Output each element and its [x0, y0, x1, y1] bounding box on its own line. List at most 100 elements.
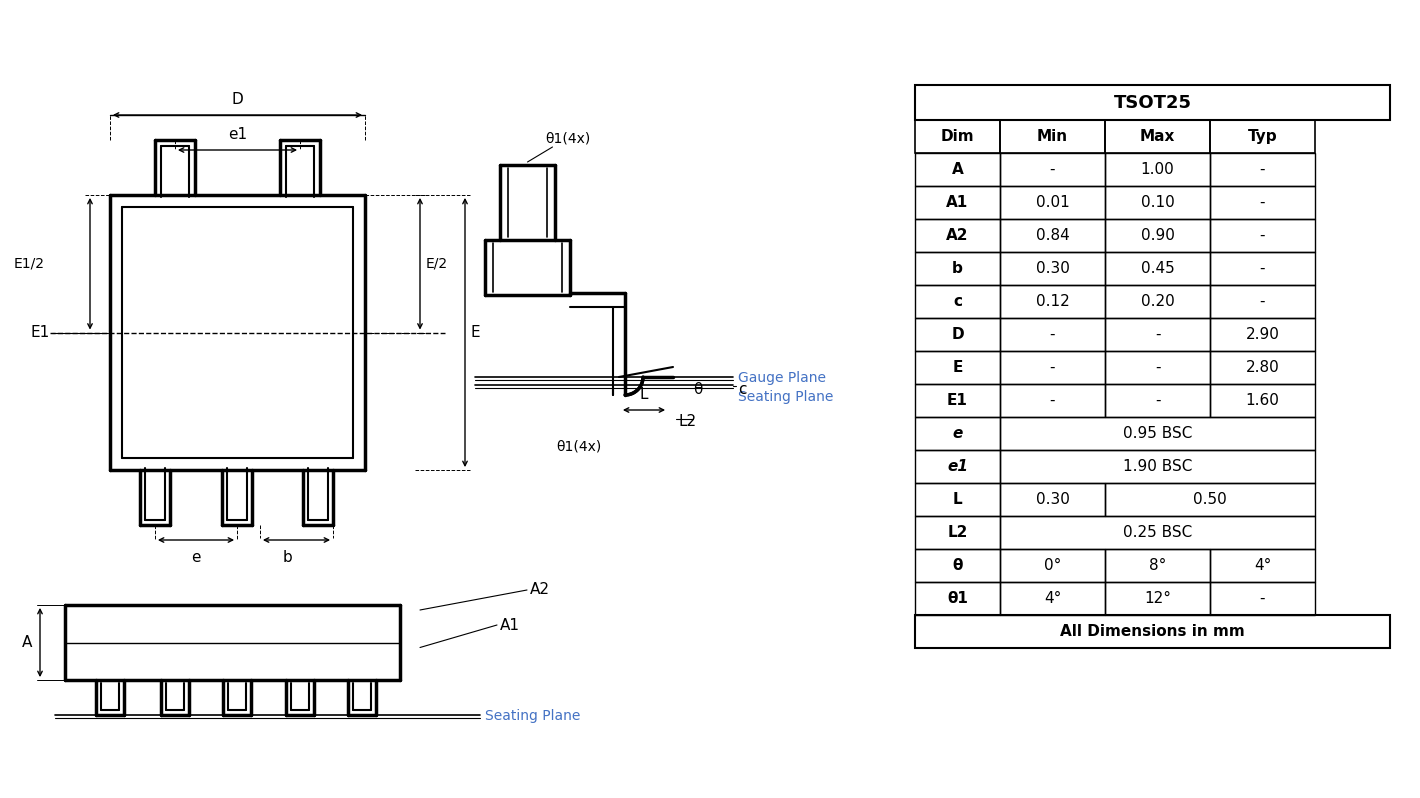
Bar	[1210, 252, 1315, 285]
Text: 0.25 BSC: 0.25 BSC	[1123, 525, 1193, 540]
Text: c: c	[953, 294, 961, 309]
Text: E1: E1	[31, 325, 50, 340]
Text: L: L	[640, 387, 649, 402]
Bar	[1105, 351, 1210, 384]
Text: 2.90: 2.90	[1245, 327, 1279, 342]
Bar	[1105, 252, 1210, 285]
Text: 0.95 BSC: 0.95 BSC	[1123, 426, 1193, 441]
Bar	[1000, 285, 1105, 318]
Bar	[914, 417, 1000, 450]
Text: Seating Plane: Seating Plane	[486, 709, 581, 723]
Text: e: e	[953, 426, 963, 441]
Bar	[1210, 285, 1315, 318]
Text: 0.90: 0.90	[1140, 228, 1174, 243]
Text: 0.30: 0.30	[1035, 492, 1069, 507]
Bar	[1000, 582, 1105, 615]
Bar	[914, 615, 1390, 648]
Text: 1.60: 1.60	[1245, 393, 1279, 408]
Bar	[1105, 285, 1210, 318]
Text: -: -	[1049, 327, 1055, 342]
Bar	[1210, 582, 1315, 615]
Bar	[914, 549, 1000, 582]
Text: e1: e1	[229, 127, 247, 142]
Text: 12°: 12°	[1145, 591, 1171, 606]
Text: E: E	[953, 360, 963, 375]
Text: A2: A2	[530, 583, 550, 598]
Bar	[914, 85, 1390, 120]
Text: b: b	[951, 261, 963, 276]
Text: E/2: E/2	[426, 257, 449, 271]
Bar	[1105, 186, 1210, 219]
Text: 0.01: 0.01	[1035, 195, 1069, 210]
Bar	[914, 351, 1000, 384]
Bar	[1105, 153, 1210, 186]
Text: L: L	[953, 492, 963, 507]
Text: 0.84: 0.84	[1035, 228, 1069, 243]
Text: θ: θ	[693, 381, 703, 397]
Text: -: -	[1049, 360, 1055, 375]
Text: -: -	[1154, 327, 1160, 342]
Bar	[1105, 219, 1210, 252]
Bar	[1210, 153, 1315, 186]
Text: 0.50: 0.50	[1193, 492, 1227, 507]
Bar	[914, 186, 1000, 219]
Bar	[1000, 549, 1105, 582]
Text: -: -	[1260, 294, 1265, 309]
Bar	[914, 384, 1000, 417]
Text: 0.10: 0.10	[1140, 195, 1174, 210]
Bar	[1000, 351, 1105, 384]
Bar	[1105, 483, 1315, 516]
Text: A1: A1	[946, 195, 968, 210]
Text: -: -	[1154, 360, 1160, 375]
Bar	[1000, 483, 1105, 516]
Text: D: D	[231, 92, 243, 107]
Bar	[1105, 384, 1210, 417]
Bar	[1105, 318, 1210, 351]
Text: A2: A2	[946, 228, 968, 243]
Bar	[1105, 549, 1210, 582]
Bar	[914, 252, 1000, 285]
Text: 8°: 8°	[1149, 558, 1166, 573]
Bar	[1000, 450, 1315, 483]
Text: 2.80: 2.80	[1245, 360, 1279, 375]
Bar	[1000, 120, 1105, 153]
Text: -: -	[1260, 195, 1265, 210]
Text: -: -	[1260, 591, 1265, 606]
Text: L2: L2	[947, 525, 967, 540]
Text: Typ: Typ	[1248, 129, 1278, 144]
Text: E1/2: E1/2	[14, 257, 45, 271]
Bar	[914, 120, 1000, 153]
Bar	[1210, 549, 1315, 582]
Bar	[914, 318, 1000, 351]
Text: b: b	[283, 550, 293, 565]
Text: e1: e1	[947, 459, 968, 474]
Bar	[1105, 120, 1210, 153]
Text: 0.30: 0.30	[1035, 261, 1069, 276]
Bar	[1210, 318, 1315, 351]
Text: 4°: 4°	[1044, 591, 1061, 606]
Text: e: e	[192, 550, 200, 565]
Bar	[1000, 219, 1105, 252]
Text: -: -	[1049, 162, 1055, 177]
Bar	[1210, 351, 1315, 384]
Bar	[1210, 120, 1315, 153]
Text: -: -	[1049, 393, 1055, 408]
Bar	[914, 450, 1000, 483]
Text: D: D	[951, 327, 964, 342]
Text: 0.45: 0.45	[1140, 261, 1174, 276]
Text: E: E	[471, 325, 480, 340]
Bar	[1000, 252, 1105, 285]
Text: Seating Plane: Seating Plane	[738, 390, 834, 404]
Bar	[1000, 516, 1315, 549]
Text: c: c	[738, 382, 747, 397]
Text: -: -	[1154, 393, 1160, 408]
Text: θ1(4x): θ1(4x)	[557, 440, 602, 454]
Text: Gauge Plane: Gauge Plane	[738, 371, 826, 385]
Bar	[914, 153, 1000, 186]
Bar	[1000, 186, 1105, 219]
Text: -: -	[1260, 162, 1265, 177]
Text: 0.12: 0.12	[1035, 294, 1069, 309]
Text: L2: L2	[677, 414, 696, 429]
Bar	[1000, 318, 1105, 351]
Text: Min: Min	[1037, 129, 1068, 144]
